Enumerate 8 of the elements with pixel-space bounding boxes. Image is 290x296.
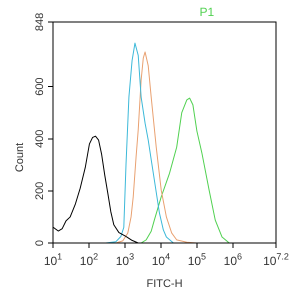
y-tick-label: 400	[34, 130, 46, 148]
text: P1	[200, 5, 215, 19]
y-tick-label: 848	[34, 12, 46, 32]
y-tick-label: 200	[34, 182, 46, 200]
y-tick-label: 0	[34, 240, 46, 246]
x-axis-title: FITC-H	[146, 278, 183, 290]
y-tick-label: 600	[34, 77, 46, 96]
y-axis-title: Count	[14, 142, 26, 172]
